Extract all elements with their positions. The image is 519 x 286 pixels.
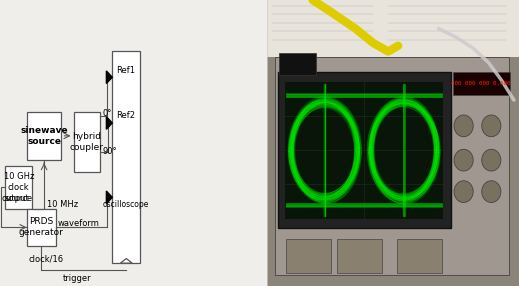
Text: 10 MHz: 10 MHz bbox=[47, 200, 78, 209]
Text: oscilloscope: oscilloscope bbox=[103, 200, 149, 209]
Circle shape bbox=[454, 149, 473, 171]
FancyBboxPatch shape bbox=[278, 72, 450, 228]
FancyBboxPatch shape bbox=[286, 239, 331, 273]
FancyBboxPatch shape bbox=[279, 53, 316, 75]
Text: 400 000 000 0.000: 400 000 000 0.000 bbox=[452, 81, 511, 86]
Circle shape bbox=[454, 115, 473, 137]
FancyBboxPatch shape bbox=[453, 72, 510, 95]
Text: 90°: 90° bbox=[103, 146, 117, 156]
FancyBboxPatch shape bbox=[275, 57, 509, 275]
Circle shape bbox=[454, 181, 473, 202]
Text: clock/16: clock/16 bbox=[28, 254, 63, 263]
Text: output: output bbox=[2, 194, 30, 203]
Circle shape bbox=[482, 115, 501, 137]
FancyBboxPatch shape bbox=[337, 239, 381, 273]
Text: hybrid
coupler: hybrid coupler bbox=[70, 132, 104, 152]
FancyBboxPatch shape bbox=[285, 82, 443, 219]
Text: 0°: 0° bbox=[103, 109, 112, 118]
FancyBboxPatch shape bbox=[74, 112, 100, 172]
FancyBboxPatch shape bbox=[27, 209, 56, 246]
Polygon shape bbox=[106, 191, 112, 204]
Text: 10 GHz
clock
source: 10 GHz clock source bbox=[4, 172, 34, 203]
Polygon shape bbox=[106, 117, 112, 129]
FancyBboxPatch shape bbox=[267, 0, 519, 57]
Circle shape bbox=[482, 181, 501, 202]
FancyBboxPatch shape bbox=[267, 0, 519, 286]
Text: trigger: trigger bbox=[63, 274, 92, 283]
FancyBboxPatch shape bbox=[397, 239, 442, 273]
Circle shape bbox=[482, 149, 501, 171]
FancyBboxPatch shape bbox=[5, 166, 32, 209]
Polygon shape bbox=[106, 71, 112, 84]
Text: Ref2: Ref2 bbox=[116, 111, 135, 120]
Text: PRDS
generator: PRDS generator bbox=[19, 217, 64, 237]
Text: sinewave
source: sinewave source bbox=[20, 126, 68, 146]
Text: waveform: waveform bbox=[58, 219, 99, 228]
FancyBboxPatch shape bbox=[27, 112, 61, 160]
Polygon shape bbox=[120, 259, 132, 263]
FancyBboxPatch shape bbox=[112, 51, 140, 263]
Text: Ref1: Ref1 bbox=[116, 65, 135, 75]
